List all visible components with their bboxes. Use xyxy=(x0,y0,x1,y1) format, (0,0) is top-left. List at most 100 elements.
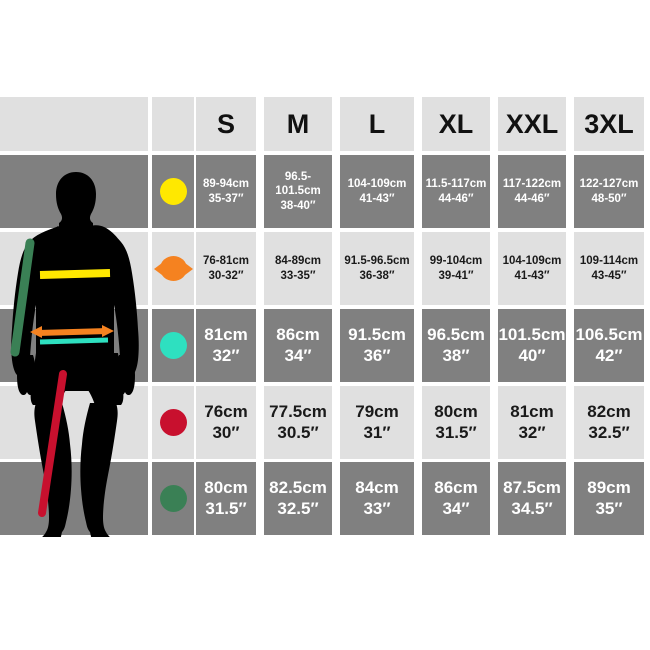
measurement-inches: 31.5″ xyxy=(205,498,247,518)
measurement-value: 82.5cm 32.5″ xyxy=(269,478,327,519)
measurement-cell: 106.5cm 42″ xyxy=(574,309,644,382)
measurement-inches: 34.5″ xyxy=(511,498,553,518)
measurement-inches: 36-38″ xyxy=(359,269,395,282)
measurement-value: 91.5-96.5cm 36-38″ xyxy=(344,254,409,282)
measurement-cell: 99-104cm 39-41″ xyxy=(422,232,490,305)
measurement-cell: 104-109cm 41-43″ xyxy=(498,232,566,305)
measurement-cm: 96.5-101.5cm xyxy=(275,171,321,198)
measurement-value: 81cm 32″ xyxy=(510,402,553,443)
marker-cell-waist xyxy=(152,232,194,305)
measurement-cm: 86cm xyxy=(434,477,478,497)
waist-marker xyxy=(159,256,187,281)
measurement-cell: 81cm 32″ xyxy=(196,309,256,382)
measurement-value: 81cm 32″ xyxy=(204,325,247,366)
measurement-cm: 122-127cm xyxy=(579,178,639,191)
measurement-cell: 86cm 34″ xyxy=(264,309,332,382)
measurement-value: 80cm 31.5″ xyxy=(204,478,247,519)
measurement-value: 104-109cm 41-43″ xyxy=(503,254,562,282)
measurement-value: 79cm 31″ xyxy=(355,402,398,443)
column-header-l[interactable]: L xyxy=(340,97,414,151)
measurement-inches: 48-50″ xyxy=(591,192,627,205)
measurement-value: 86cm 34″ xyxy=(276,325,319,366)
measurement-cell: 77.5cm 30.5″ xyxy=(264,386,332,459)
measurement-cell: 87.5cm 34.5″ xyxy=(498,462,566,535)
measurement-inches: 34″ xyxy=(442,498,470,518)
column-header-s[interactable]: S xyxy=(196,97,256,151)
measurement-cell: 80cm 31.5″ xyxy=(196,462,256,535)
measurement-inches: 33″ xyxy=(363,498,391,518)
measurement-cm: 104-109cm xyxy=(502,255,562,268)
measurement-inches: 33-35″ xyxy=(280,269,316,282)
inseam-marker xyxy=(159,409,187,436)
measurement-cm: 99-104cm xyxy=(429,255,483,268)
measurement-inches: 35″ xyxy=(595,498,623,518)
column-header-xl[interactable]: XL xyxy=(422,97,490,151)
measurement-value: 76cm 30″ xyxy=(204,402,247,443)
measurement-cm: 87.5cm xyxy=(503,477,561,497)
figure-band-chest xyxy=(0,155,148,228)
measurement-value: 77.5cm 30.5″ xyxy=(269,402,327,443)
column-header-xxl[interactable]: XXL xyxy=(498,97,566,151)
measurement-cell: 96.5cm 38″ xyxy=(422,309,490,382)
measurement-cm: 89-94cm xyxy=(202,178,250,191)
measurement-cell: 89cm 35″ xyxy=(574,462,644,535)
measurement-cell: 117-122cm 44-46″ xyxy=(498,155,566,228)
measurement-cm: 86cm xyxy=(276,324,320,344)
measurement-inches: 43-45″ xyxy=(591,269,627,282)
measurement-inches: 30-32″ xyxy=(208,269,244,282)
measurement-cell: 79cm 31″ xyxy=(340,386,414,459)
measurement-inches: 44-46″ xyxy=(514,192,550,205)
measurement-inches: 38-40″ xyxy=(280,199,316,212)
measurement-cm: 91.5-96.5cm xyxy=(344,255,410,268)
measurement-value: 86cm 34″ xyxy=(434,478,477,519)
measurement-inches: 41-43″ xyxy=(359,192,395,205)
measurement-value: 96.5cm 38″ xyxy=(427,325,485,366)
column-header-label: S xyxy=(216,108,235,139)
measurement-cm: 80cm xyxy=(434,401,478,421)
measurement-cell: 104-109cm 41-43″ xyxy=(340,155,414,228)
measurement-inches: 31″ xyxy=(363,422,391,442)
measurement-cm: 89cm xyxy=(587,477,631,497)
marker-cell-sleeve xyxy=(152,462,194,535)
measurement-inches: 32.5″ xyxy=(277,498,319,518)
measurement-inches: 30″ xyxy=(212,422,240,442)
measurement-cm: 101.5cm xyxy=(498,324,566,344)
measurement-cell: 11.5-117cm 44-46″ xyxy=(422,155,490,228)
column-header-label: M xyxy=(286,108,310,139)
measurement-cm: 84cm xyxy=(355,477,399,497)
measurement-cell: 122-127cm 48-50″ xyxy=(574,155,644,228)
measurement-value: 122-127cm 48-50″ xyxy=(580,177,639,205)
measurement-value: 76-81cm 30-32″ xyxy=(203,254,249,282)
measurement-cm: 81cm xyxy=(510,401,554,421)
measurement-cell: 80cm 31.5″ xyxy=(422,386,490,459)
figure-band-waist xyxy=(0,232,148,305)
measurement-value: 101.5cm 40″ xyxy=(498,325,565,366)
measurement-inches: 32″ xyxy=(518,422,546,442)
measurement-cell: 82.5cm 32.5″ xyxy=(264,462,332,535)
measurement-inches: 40″ xyxy=(518,345,546,365)
measurement-cm: 82cm xyxy=(587,401,631,421)
measurement-cm: 77.5cm xyxy=(269,401,327,421)
header-marker-cell xyxy=(152,97,194,151)
measurement-inches: 36″ xyxy=(363,345,391,365)
measurement-cm: 80cm xyxy=(204,477,248,497)
measurement-cell: 101.5cm 40″ xyxy=(498,309,566,382)
measurement-inches: 32″ xyxy=(212,345,240,365)
figure-band-hip xyxy=(0,309,148,382)
measurement-inches: 31.5″ xyxy=(435,422,477,442)
measurement-value: 96.5-101.5cm 38-40″ xyxy=(264,170,332,212)
figure-band-sleeve xyxy=(0,462,148,535)
measurement-cm: 76-81cm xyxy=(202,255,250,268)
measurement-cm: 82.5cm xyxy=(269,477,327,497)
measurement-cell: 109-114cm 43-45″ xyxy=(574,232,644,305)
column-header-3xl[interactable]: 3XL xyxy=(574,97,644,151)
measurement-inches: 39-41″ xyxy=(438,269,474,282)
measurement-inches: 38″ xyxy=(442,345,470,365)
marker-cell-hip xyxy=(152,309,194,382)
column-header-m[interactable]: M xyxy=(264,97,332,151)
measurement-cell: 89-94cm 35-37″ xyxy=(196,155,256,228)
measurement-inches: 35-37″ xyxy=(208,192,244,205)
measurement-cm: 109-114cm xyxy=(579,255,639,268)
measurement-cell: 76cm 30″ xyxy=(196,386,256,459)
